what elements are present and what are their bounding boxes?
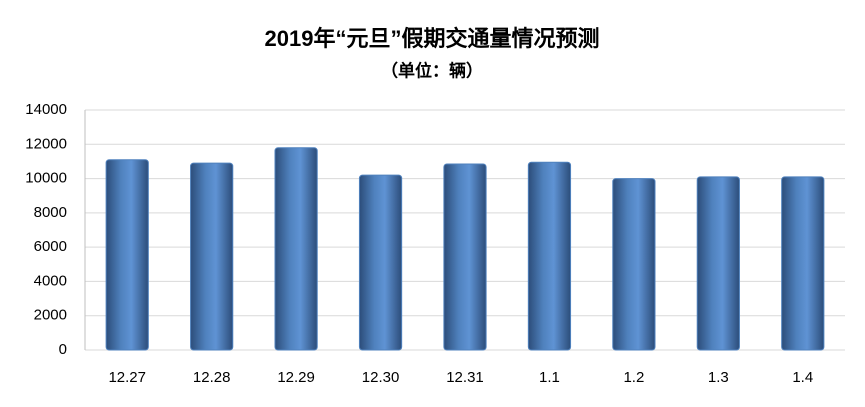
x-tick-label: 1.1 <box>539 369 560 386</box>
y-tick-label: 6000 <box>34 238 67 255</box>
bar <box>612 178 656 351</box>
y-tick-label: 14000 <box>25 101 67 118</box>
bar <box>781 176 825 351</box>
x-tick-label: 1.3 <box>708 369 729 386</box>
x-tick-label: 12.30 <box>362 369 400 386</box>
y-tick-label: 8000 <box>34 204 67 221</box>
x-tick-label: 1.2 <box>623 369 644 386</box>
bar <box>190 162 234 351</box>
bar <box>105 159 149 351</box>
bar <box>696 176 740 351</box>
y-tick-label: 12000 <box>25 135 67 152</box>
x-tick-label: 12.31 <box>446 369 484 386</box>
x-tick-label: 12.28 <box>193 369 231 386</box>
bar <box>358 174 403 351</box>
bar <box>443 163 487 351</box>
y-tick-label: 2000 <box>34 307 67 324</box>
x-tick-label: 12.29 <box>277 369 315 386</box>
x-tick-label: 12.27 <box>108 369 146 386</box>
bar <box>274 147 318 351</box>
chart-subtitle: （单位：辆） <box>381 60 483 80</box>
chart-title: 2019年“元旦”假期交通量情况预测 <box>265 26 600 51</box>
y-tick-label: 4000 <box>34 272 67 289</box>
x-tick-label: 1.4 <box>792 369 813 386</box>
y-tick-label: 0 <box>59 341 67 358</box>
y-tick-label: 10000 <box>25 170 67 187</box>
bar <box>527 161 572 351</box>
